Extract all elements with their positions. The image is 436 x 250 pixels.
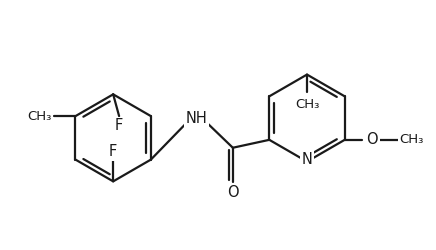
- Text: CH₃: CH₃: [28, 110, 52, 122]
- Text: O: O: [227, 185, 238, 200]
- Text: O: O: [367, 132, 378, 147]
- Text: F: F: [115, 118, 123, 134]
- Text: CH₃: CH₃: [400, 133, 424, 146]
- Text: NH: NH: [185, 110, 207, 126]
- Text: N: N: [302, 152, 313, 167]
- Text: F: F: [109, 144, 117, 159]
- Text: CH₃: CH₃: [295, 98, 319, 111]
